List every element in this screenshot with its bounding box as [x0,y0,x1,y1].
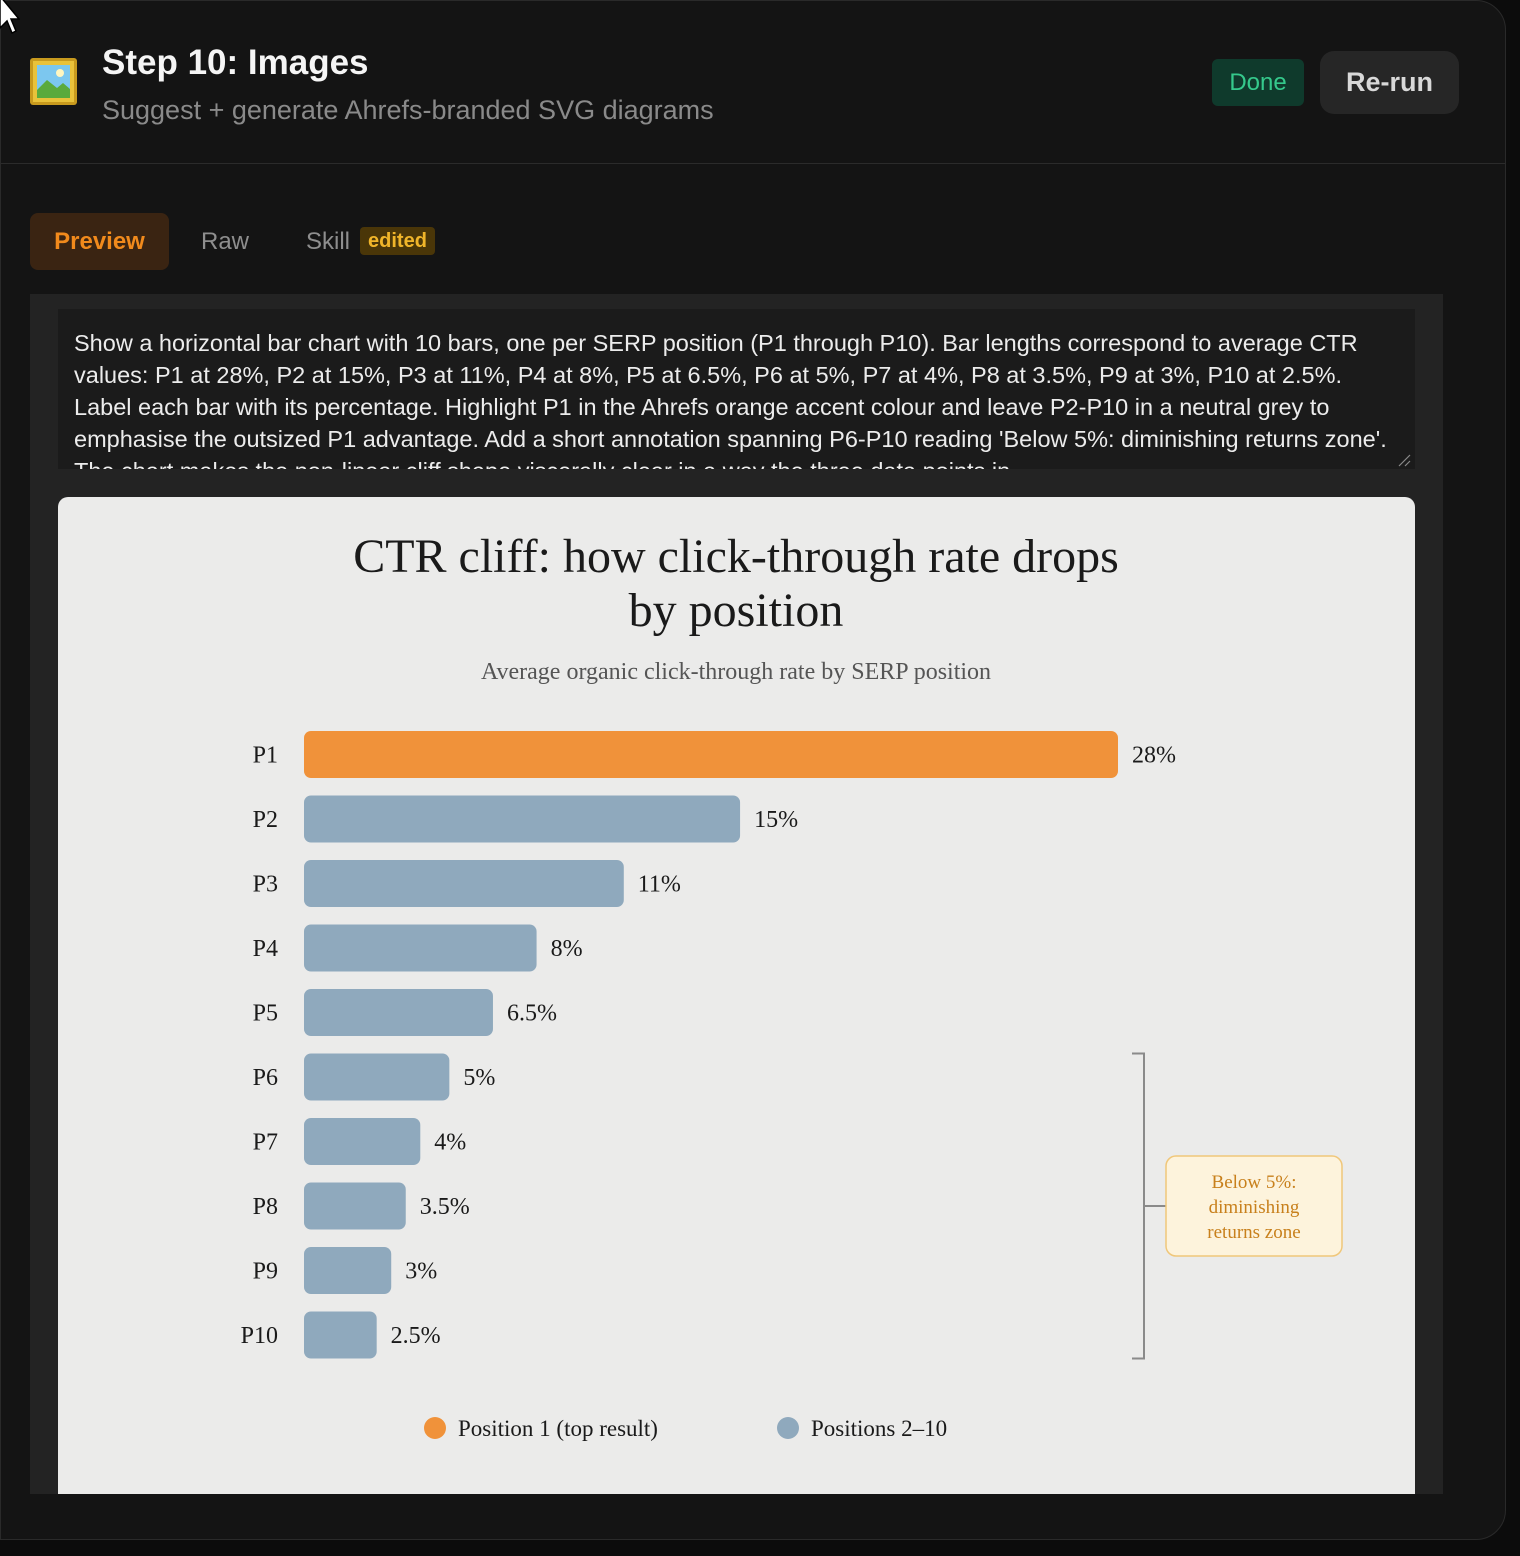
bar-p10 [304,1311,377,1359]
chart-title-line: by position [629,584,844,637]
value-label: 8% [551,936,583,962]
resize-handle-icon[interactable] [1397,453,1411,467]
annotation-bracket [1132,1052,1166,1360]
image-prompt-text: Show a horizontal bar chart with 10 bars… [74,330,1387,469]
step-subtitle: Suggest + generate Ahrefs-branded SVG di… [102,95,714,125]
value-label: 4% [434,1130,466,1156]
step-header: Step 10: Images Suggest + generate Ahref… [1,1,1505,164]
category-label: P9 [253,1259,278,1285]
value-label: 3.5% [420,1194,470,1220]
chart-card: CTR cliff: how click-through rate drops b… [58,497,1415,1494]
legend-label: Positions 2–10 [811,1416,947,1441]
bar-p9 [304,1247,392,1294]
category-label: P8 [253,1194,278,1220]
category-label: P4 [253,936,278,962]
status-badge: Done [1212,59,1304,106]
category-label: P5 [253,1001,278,1027]
tab-skill-label: Skill [306,228,351,255]
chart-subtitle: Average organic click-through rate by SE… [481,659,991,685]
bar-p8 [304,1182,406,1230]
value-label: 15% [754,807,798,833]
annotation-text: Below 5%: [1212,1172,1297,1193]
bar-p2 [304,795,741,843]
category-label: P1 [253,743,278,769]
category-label: P7 [253,1130,278,1156]
chart-title-line: CTR cliff: how click-through rate drops [353,530,1119,583]
ctr-bar-chart: CTR cliff: how click-through rate dropsb… [241,530,1343,1441]
annotation-box [1165,1155,1343,1257]
tab-preview[interactable]: Preview [30,213,169,270]
value-label: 28% [1132,743,1176,769]
legend-dot [424,1417,446,1439]
annotation-text: returns zone [1207,1222,1300,1243]
value-label: 11% [638,872,681,898]
bar-p5 [304,989,493,1036]
rerun-button[interactable]: Re-run [1320,51,1459,114]
mouse-cursor-icon [0,0,20,35]
framed-picture-icon [30,58,77,105]
bar-p3 [304,860,624,907]
value-label: 3% [405,1259,437,1285]
bar-p4 [304,924,537,972]
category-label: P2 [253,807,278,833]
bar-p1 [304,731,1118,778]
bar-p7 [304,1118,421,1165]
category-label: P6 [253,1065,278,1091]
category-label: P10 [241,1323,278,1349]
tab-raw[interactable]: Raw [201,228,250,255]
value-label: 2.5% [391,1323,441,1349]
annotation-text: diminishing [1209,1197,1300,1218]
step-title: Step 10: Images [102,43,369,82]
bar-p6 [304,1053,450,1101]
value-label: 6.5% [507,1001,557,1027]
legend-dot [777,1417,799,1439]
category-label: P3 [253,872,278,898]
image-prompt-textarea[interactable]: Show a horizontal bar chart with 10 bars… [58,309,1415,469]
edited-badge: edited [360,227,435,255]
preview-content[interactable]: Show a horizontal bar chart with 10 bars… [30,294,1443,1494]
tab-skill[interactable]: Skill edited [306,213,435,270]
value-label: 5% [463,1065,495,1091]
legend-label: Position 1 (top result) [458,1416,658,1441]
